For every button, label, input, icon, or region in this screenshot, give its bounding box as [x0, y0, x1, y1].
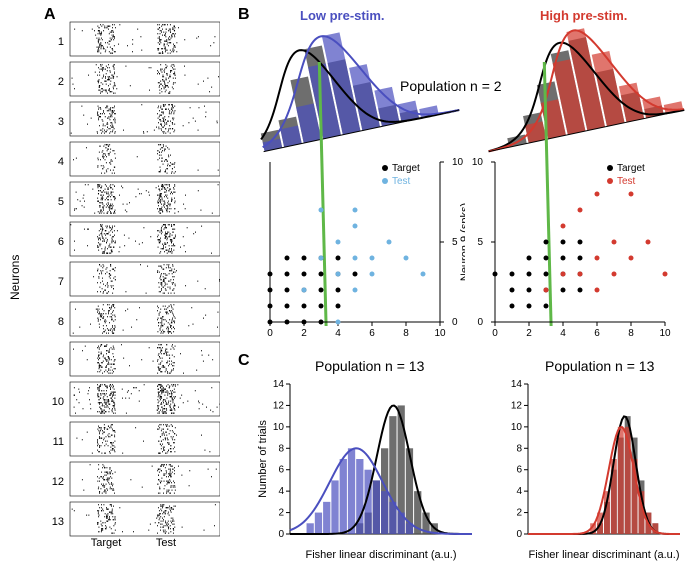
svg-text:6: 6	[58, 236, 64, 248]
panel-c-left: 0 2 4 6 8 10 12 14 Fisher linear discriminant (a…	[252, 372, 482, 577]
svg-text:8: 8	[58, 316, 64, 328]
svg-text:0: 0	[492, 328, 498, 339]
svg-text:0: 0	[477, 317, 483, 328]
svg-text:5: 5	[477, 237, 483, 248]
svg-text:4: 4	[516, 486, 522, 497]
svg-text:4: 4	[58, 156, 64, 168]
svg-text:5: 5	[58, 196, 64, 208]
svg-text:10: 10	[52, 396, 64, 408]
svg-text:10: 10	[511, 422, 523, 433]
svg-text:5: 5	[452, 237, 458, 248]
svg-text:11: 11	[53, 436, 64, 448]
svg-text:Test: Test	[156, 537, 176, 549]
svg-text:8: 8	[278, 443, 284, 454]
svg-text:4: 4	[560, 328, 566, 339]
svg-text:10: 10	[434, 328, 446, 339]
svg-text:6: 6	[369, 328, 375, 339]
panel-a-rasters: 12345678910111213TargetTest	[40, 20, 220, 575]
svg-text:8: 8	[516, 443, 522, 454]
svg-text:Target: Target	[91, 537, 122, 549]
svg-text:8: 8	[628, 328, 634, 339]
svg-text:Neuron 3 (spks): Neuron 3 (spks)	[316, 341, 394, 342]
svg-text:7: 7	[58, 276, 64, 288]
svg-text:2: 2	[58, 76, 64, 88]
svg-text:Neuron 3 (spks): Neuron 3 (spks)	[541, 341, 619, 342]
svg-text:6: 6	[594, 328, 600, 339]
svg-text:10: 10	[659, 328, 671, 339]
svg-text:12: 12	[273, 400, 285, 411]
svg-text:0: 0	[267, 328, 273, 339]
svg-text:0: 0	[278, 529, 284, 540]
svg-text:Target: Target	[617, 163, 645, 174]
panel-b-right: 0 2 4 6 8 10 0 5 10 Neuron 3 (spks) Target Test	[470, 22, 690, 342]
panel-b-left: 0 2 4 6 8 10 0 5 10 Neuron 3 (spks) Neuron 9 (spks…	[245, 22, 465, 342]
svg-text:1: 1	[58, 36, 64, 48]
svg-text:2: 2	[526, 328, 532, 339]
svg-text:10: 10	[472, 157, 484, 168]
svg-text:10: 10	[452, 157, 464, 168]
svg-text:2: 2	[516, 508, 522, 519]
svg-text:13: 13	[52, 516, 64, 528]
svg-text:9: 9	[58, 356, 64, 368]
panel-a-ylabel: Neurons	[8, 255, 22, 300]
svg-text:Fisher linear discriminant (a.: Fisher linear discriminant (a.u.)	[306, 549, 457, 561]
svg-text:6: 6	[278, 465, 284, 476]
svg-text:Target: Target	[392, 163, 420, 174]
svg-text:10: 10	[273, 422, 285, 433]
svg-text:Number of trials: Number of trials	[257, 420, 269, 498]
svg-text:14: 14	[273, 379, 285, 390]
svg-text:Neuron 9 (spks): Neuron 9 (spks)	[459, 203, 465, 281]
svg-text:12: 12	[52, 476, 64, 488]
svg-text:0: 0	[516, 529, 522, 540]
high-prestim-title: High pre-stim.	[540, 8, 627, 23]
low-prestim-title: Low pre-stim.	[300, 8, 385, 23]
svg-text:8: 8	[403, 328, 409, 339]
svg-text:14: 14	[511, 379, 523, 390]
svg-text:6: 6	[516, 465, 522, 476]
svg-text:4: 4	[278, 486, 284, 497]
panel-c-label: C	[238, 352, 250, 370]
svg-text:2: 2	[278, 508, 284, 519]
svg-text:2: 2	[301, 328, 307, 339]
svg-text:Fisher linear discriminant (a.: Fisher linear discriminant (a.u.)	[529, 549, 680, 561]
svg-text:12: 12	[511, 400, 523, 411]
svg-text:0: 0	[452, 317, 458, 328]
svg-text:4: 4	[335, 328, 341, 339]
panel-c-right: 0 2 4 6 8 10 12 14 Fisher linear discriminant (a…	[490, 372, 690, 577]
svg-text:3: 3	[58, 116, 64, 128]
svg-text:Test: Test	[392, 176, 411, 187]
svg-text:Test: Test	[617, 176, 636, 187]
